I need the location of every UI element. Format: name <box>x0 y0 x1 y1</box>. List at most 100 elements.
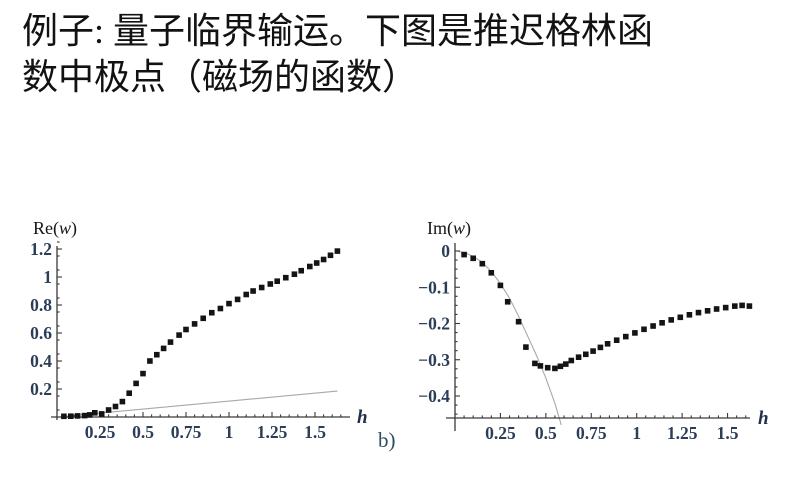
data-point-marker <box>74 413 81 419</box>
data-point-marker <box>488 270 495 276</box>
axes <box>446 243 750 431</box>
y-tick-label: 0.2 <box>30 379 52 399</box>
x-tick-label: 1.25 <box>667 423 698 443</box>
data-point-marker <box>307 263 313 270</box>
data-point-marker <box>746 303 753 309</box>
data-point-marker <box>291 271 298 277</box>
linear-comparison-line <box>63 390 338 417</box>
x-tick-label: 1 <box>225 422 234 442</box>
data-point-marker <box>327 252 334 259</box>
data-point-marker <box>191 321 198 327</box>
data-point-marker <box>659 320 665 326</box>
x-tick-labels: 0.25 0.5 0.75 1 1.25 1.5 <box>85 422 327 442</box>
data-point-marker <box>523 344 529 350</box>
x-tick-label: 0.25 <box>85 422 116 442</box>
y-tick-label: −0.2 <box>418 314 450 334</box>
data-point-marker <box>234 296 241 303</box>
data-point-marker <box>147 358 153 364</box>
data-point-marker <box>200 315 206 322</box>
data-point-marker <box>298 267 304 274</box>
data-point-marker <box>283 274 289 281</box>
data-point-marker <box>470 255 476 262</box>
data-point-marker <box>258 284 265 291</box>
quadratic-fit-curve <box>458 250 562 426</box>
y-ticks <box>57 241 62 411</box>
data-point-marker <box>167 339 174 345</box>
x-tick-label: 0.75 <box>171 422 202 442</box>
data-point-marker <box>274 278 280 284</box>
x-tick-label: 1.5 <box>717 423 739 443</box>
data-point-marker <box>140 370 146 377</box>
data-point-marker <box>732 303 738 309</box>
data-point-marker <box>632 330 638 336</box>
y-tick-labels: 0.2 0.4 0.6 0.8 1 1.2 <box>30 239 52 399</box>
data-point-marker <box>722 304 729 311</box>
data-point-marker <box>695 309 702 316</box>
data-point-marker <box>532 360 538 367</box>
data-point-marker <box>479 260 486 267</box>
data-point-marker <box>590 348 596 354</box>
data-point-marker <box>552 365 558 372</box>
y-tick-label: 0.6 <box>30 323 52 343</box>
plot-title: Im(w) <box>427 218 471 239</box>
data-point-marker <box>98 411 105 417</box>
data-point-marker <box>739 302 745 309</box>
y-tick-label: −0.3 <box>418 350 450 370</box>
data-point-marker <box>183 326 189 333</box>
slide-title: 例子: 量子临界输运。下图是推迟格林函 数中极点（磁场的函数） <box>22 8 778 100</box>
data-point-marker <box>650 323 656 329</box>
y-tick-label: 1 <box>43 267 52 287</box>
data-point-marker <box>126 390 132 396</box>
data-points <box>61 248 341 420</box>
x-tick-label: 0.25 <box>485 423 516 443</box>
data-point-marker <box>641 326 647 333</box>
x-axis-label: h <box>758 408 769 429</box>
data-point-marker <box>320 256 327 263</box>
plot-title: Re(w) <box>33 218 77 239</box>
data-point-marker <box>461 251 467 258</box>
y-tick-label: 0 <box>441 241 450 261</box>
x-tick-label: 0.75 <box>576 423 607 443</box>
data-point-marker <box>250 288 256 294</box>
data-point-marker <box>563 361 569 367</box>
data-point-marker <box>668 317 674 323</box>
data-point-marker <box>133 380 139 387</box>
x-tick-label: 0.5 <box>535 423 557 443</box>
data-point-marker <box>243 291 249 298</box>
y-tick-labels: 0 −0.1 −0.2 −0.3 −0.4 <box>418 241 450 406</box>
y-tick-label: 1.2 <box>30 239 52 259</box>
data-point-marker <box>604 341 611 347</box>
data-point-marker <box>515 318 522 325</box>
data-point-marker <box>583 351 589 358</box>
data-point-marker <box>504 299 511 305</box>
x-tick-label: 0.5 <box>132 422 154 442</box>
data-point-marker <box>226 300 232 307</box>
x-tick-labels: 0.25 0.5 0.75 1 1.25 1.5 <box>485 423 739 443</box>
data-point-marker <box>119 398 126 405</box>
data-point-marker <box>160 345 167 352</box>
data-point-marker <box>497 282 504 289</box>
data-point-marker <box>92 410 98 416</box>
data-point-marker <box>568 357 575 364</box>
data-point-marker <box>713 306 720 312</box>
x-ticks <box>463 413 747 418</box>
data-point-marker <box>704 308 711 314</box>
data-point-marker <box>176 332 182 338</box>
im-w-plot: 0.25 0.5 0.75 1 1.25 1.5 0 −0.1 −0.2 −0.3 −0.4 h Im(… <box>418 218 769 443</box>
x-tick-label: 1.5 <box>304 422 326 442</box>
re-w-plot: 0.25 0.5 0.75 1 1.25 1.5 0.2 0.4 0.6 0.8 1 1.2 h Re(w… <box>30 218 368 442</box>
data-point-marker <box>217 305 224 312</box>
data-point-marker <box>61 413 67 420</box>
data-point-marker <box>334 248 341 254</box>
data-point-marker <box>112 403 119 410</box>
data-point-marker <box>686 312 693 318</box>
data-point-marker <box>209 309 215 316</box>
title-line-2: 数中极点（磁场的函数） <box>22 57 419 97</box>
data-point-marker <box>544 364 551 371</box>
data-point-marker <box>623 333 629 340</box>
x-tick-label: 1.25 <box>257 422 288 442</box>
data-point-marker <box>68 413 74 419</box>
x-axis-label: h <box>357 407 368 428</box>
data-point-marker <box>86 412 93 418</box>
